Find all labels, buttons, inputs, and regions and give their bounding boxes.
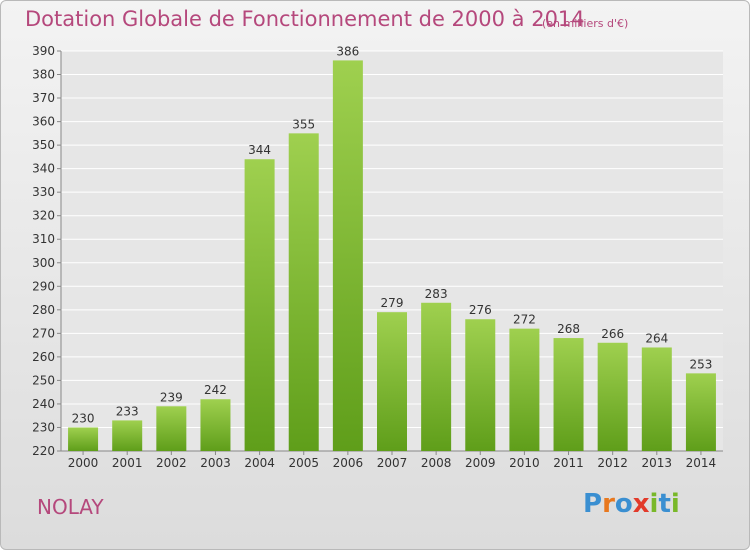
x-tick-label: 2013	[642, 456, 673, 470]
x-tick-label: 2000	[68, 456, 99, 470]
bar-value-label: 268	[557, 322, 580, 336]
y-tick-label: 260	[32, 350, 55, 364]
y-tick-label: 290	[32, 279, 55, 293]
bar	[112, 420, 143, 451]
y-tick-label: 370	[32, 91, 55, 105]
x-tick-label: 2010	[509, 456, 540, 470]
y-tick-label: 240	[32, 397, 55, 411]
y-tick-label: 300	[32, 256, 55, 270]
bar-value-label: 266	[601, 327, 624, 341]
y-tick-label: 320	[32, 209, 55, 223]
x-tick-label: 2003	[200, 456, 231, 470]
commune-name: NOLAY	[37, 495, 104, 519]
bar-value-label: 276	[469, 303, 492, 317]
unit-note: (en milliers d'€)	[542, 17, 629, 30]
bar	[465, 319, 496, 451]
bar-value-label: 355	[292, 117, 315, 131]
x-tick-label: 2009	[465, 456, 496, 470]
y-tick-label: 340	[32, 162, 55, 176]
bar	[597, 342, 628, 451]
x-tick-label: 2002	[156, 456, 187, 470]
bar	[685, 373, 716, 451]
y-tick-label: 250	[32, 373, 55, 387]
logo-letter: o	[614, 489, 633, 519]
x-tick-label: 2008	[421, 456, 452, 470]
bar	[509, 328, 540, 451]
logo-letter: P	[583, 489, 603, 519]
bar	[68, 427, 99, 451]
x-tick-label: 2014	[686, 456, 717, 470]
bar	[332, 60, 363, 451]
y-tick-label: 350	[32, 138, 55, 152]
y-tick-label: 270	[32, 326, 55, 340]
y-tick-label: 220	[32, 444, 55, 458]
bar-value-label: 239	[160, 390, 183, 404]
bar	[377, 312, 407, 451]
bar	[288, 133, 319, 451]
chart-title: Dotation Globale de Fonctionnement de 20…	[25, 7, 585, 31]
y-tick-label: 390	[32, 44, 55, 58]
bar	[200, 399, 231, 451]
proxiti-logo: Proxiti	[583, 489, 680, 519]
logo-letter: r	[602, 489, 615, 519]
bar	[641, 347, 672, 451]
x-tick-label: 2011	[553, 456, 584, 470]
bar	[156, 406, 187, 451]
logo-letter: i	[649, 489, 659, 519]
bar-value-label: 279	[381, 296, 404, 310]
bar-value-label: 242	[204, 383, 227, 397]
bar-value-label: 344	[248, 143, 271, 157]
bar	[421, 302, 452, 451]
y-tick-label: 280	[32, 303, 55, 317]
logo-letter: x	[632, 489, 650, 519]
x-tick-label: 2006	[333, 456, 364, 470]
bar-value-label: 230	[72, 411, 95, 425]
logo-letter: i	[670, 489, 680, 519]
bar-value-label: 253	[689, 357, 712, 371]
logo-letter: t	[658, 489, 671, 519]
bar	[244, 159, 275, 451]
x-tick-label: 2004	[244, 456, 275, 470]
y-tick-label: 310	[32, 232, 55, 246]
bar-value-label: 264	[645, 331, 668, 345]
y-tick-label: 230	[32, 420, 55, 434]
x-tick-label: 2007	[377, 456, 408, 470]
y-tick-label: 360	[32, 115, 55, 129]
bar-value-label: 386	[336, 44, 359, 58]
x-tick-label: 2012	[597, 456, 628, 470]
bar-value-label: 272	[513, 313, 536, 327]
x-tick-label: 2005	[288, 456, 319, 470]
bar-value-label: 283	[425, 287, 448, 301]
y-tick-label: 380	[32, 68, 55, 82]
bar	[553, 338, 584, 451]
y-tick-label: 330	[32, 185, 55, 199]
bar-value-label: 233	[116, 404, 139, 418]
x-tick-label: 2001	[112, 456, 143, 470]
